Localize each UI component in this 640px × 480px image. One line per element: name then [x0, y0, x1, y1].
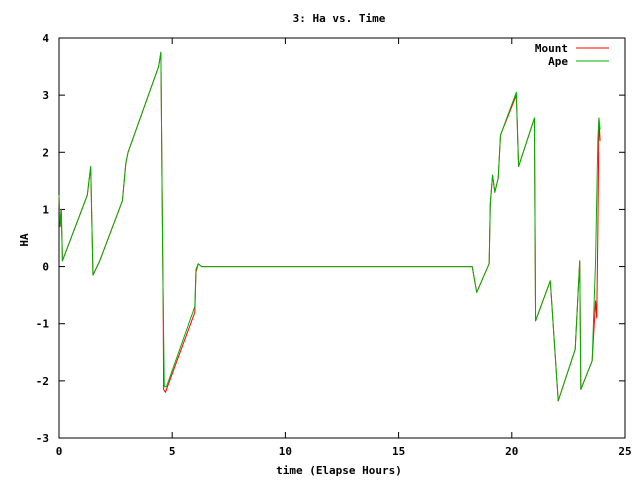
y-tick-label: 3	[42, 89, 49, 102]
y-axis-label: HA	[18, 233, 31, 247]
y-tick-label: -1	[36, 318, 50, 331]
legend-label-mount: Mount	[535, 42, 568, 55]
y-tick-label: 2	[42, 146, 49, 159]
plot-frame	[58, 37, 626, 439]
x-axis-ticks: 0 5 10 15 20 25	[56, 38, 632, 458]
series-line-mount	[58, 51, 601, 402]
series-line-ape	[58, 51, 601, 402]
plot-border	[58, 37, 626, 439]
y-tick-label: -2	[36, 375, 49, 388]
x-tick-label: 5	[169, 445, 176, 458]
x-tick-label: 0	[56, 445, 63, 458]
x-tick-label: 10	[279, 445, 292, 458]
y-axis-ticks: -3 -2 -1 0 1 2 3 4	[36, 32, 625, 445]
y-tick-label: -3	[36, 432, 49, 445]
y-tick-label: 1	[42, 203, 49, 216]
x-tick-label: 15	[392, 445, 405, 458]
y-tick-label: 0	[42, 261, 49, 274]
series-layer	[58, 51, 601, 402]
y-tick-label: 4	[42, 32, 49, 45]
x-tick-label: 25	[618, 445, 631, 458]
x-tick-label: 20	[505, 445, 518, 458]
chart-title: 3: Ha vs. Time	[293, 12, 386, 25]
legend-label-ape: Ape	[548, 55, 568, 68]
x-axis-label: time (Elapse Hours)	[276, 464, 402, 477]
